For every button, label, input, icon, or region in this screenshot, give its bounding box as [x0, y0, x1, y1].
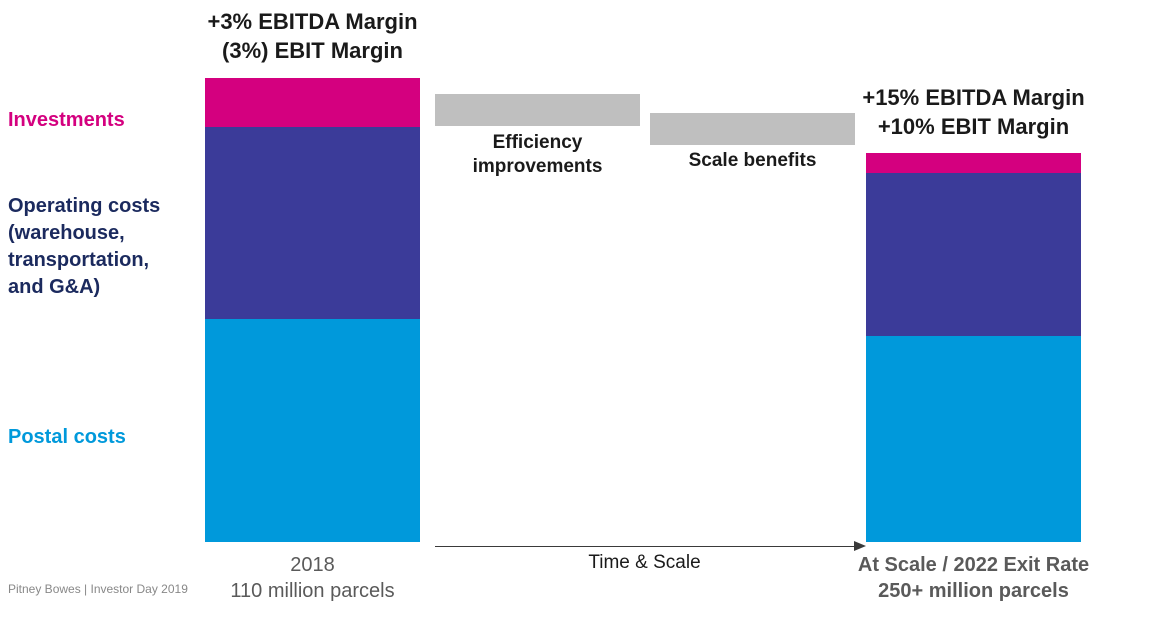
waterfall-chart: Investments Operating costs (warehouse, …	[0, 0, 1163, 624]
axis-arrow	[435, 546, 854, 547]
bar-2022-header-line1: +15% EBITDA Margin	[862, 85, 1084, 110]
bar-2022-postal	[866, 336, 1081, 542]
bar-2018-header: +3% EBITDA Margin (3%) EBIT Margin	[190, 8, 435, 65]
bar-2018-footer-line2: 110 million parcels	[230, 580, 394, 602]
bar-2022	[866, 153, 1081, 542]
bar-2022-investments	[866, 153, 1081, 173]
bar-2022-footer-line1: At Scale / 2022 Exit Rate	[858, 554, 1089, 576]
bar-2022-footer: At Scale / 2022 Exit Rate 250+ million p…	[826, 552, 1121, 604]
label-operating-line2: (warehouse,	[8, 222, 125, 244]
bar-2018-header-line2: (3%) EBIT Margin	[222, 38, 403, 63]
bar-2018-footer-line1: 2018	[290, 554, 335, 576]
label-scale: Scale benefits	[650, 150, 855, 172]
bar-2022-header-line2: +10% EBIT Margin	[878, 114, 1069, 139]
axis-label: Time & Scale	[435, 552, 854, 574]
bar-2022-footer-line2: 250+ million parcels	[878, 580, 1069, 602]
label-postal-costs: Postal costs	[8, 426, 126, 449]
block-efficiency	[435, 94, 640, 126]
label-efficiency: Efficiency improvements	[435, 131, 640, 179]
bar-2018-investments	[205, 78, 420, 127]
axis-arrow-head-icon	[854, 541, 866, 551]
label-operating-costs: Operating costs (warehouse, transportati…	[8, 193, 160, 301]
label-investments: Investments	[8, 109, 125, 132]
label-efficiency-line2: improvements	[473, 156, 603, 177]
bar-2018-operating	[205, 127, 420, 319]
label-efficiency-line1: Efficiency	[493, 132, 583, 153]
bar-2022-header: +15% EBITDA Margin +10% EBIT Margin	[836, 84, 1111, 141]
block-scale	[650, 113, 855, 145]
footer-note: Pitney Bowes | Investor Day 2019	[8, 582, 188, 596]
label-operating-line3: transportation,	[8, 249, 149, 271]
label-operating-line4: and G&A)	[8, 276, 100, 298]
bar-2018-postal	[205, 319, 420, 542]
bar-2022-operating	[866, 173, 1081, 336]
bar-2018-header-line1: +3% EBITDA Margin	[207, 9, 417, 34]
bar-2018-footer: 2018 110 million parcels	[195, 552, 430, 604]
label-operating-line1: Operating costs	[8, 195, 160, 217]
bar-2018	[205, 78, 420, 542]
